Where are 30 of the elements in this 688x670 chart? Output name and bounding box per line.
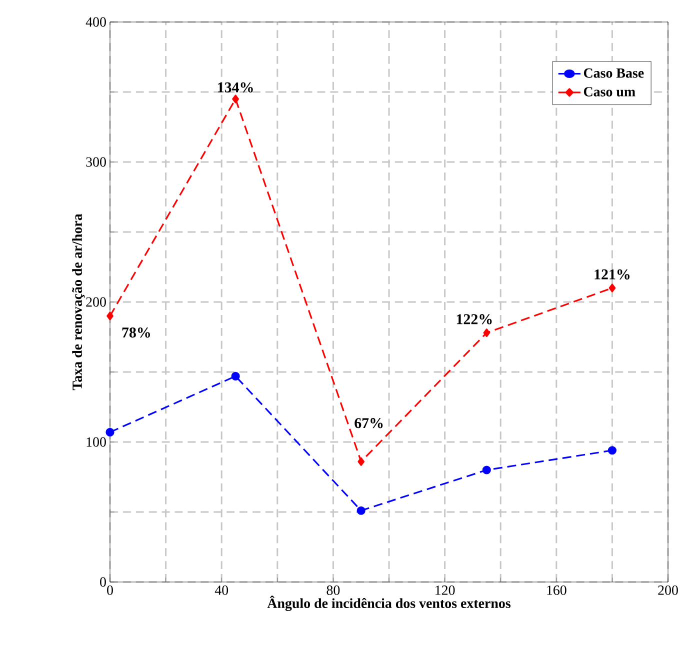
x-tick-label: 0 [107,586,113,595]
y-tick-label: 0 [100,577,106,587]
point [232,94,239,104]
y-tick-label: 200 [86,297,106,307]
annotation: 78% [122,327,150,338]
y-axis-title: Taxa de renovação de ar/hora [72,214,85,390]
x-tick-label: 40 [214,586,228,595]
y-tick-label: 100 [86,437,106,447]
point [482,466,491,474]
x-tick-label: 80 [326,586,340,595]
annotation: 121% [594,269,630,280]
point [608,284,616,292]
x-axis-title: Ângulo de incidência dos ventos externos [267,596,511,611]
point [231,372,240,380]
x-tick-label: 200 [658,586,678,595]
point [356,506,366,515]
y-tick-label: 300 [86,157,106,167]
point [106,428,114,436]
legend-label: Caso Base [584,68,644,78]
legend-label: Caso um [584,87,636,96]
point [358,457,365,466]
x-tick-label: 160 [547,586,566,595]
point [483,328,490,338]
x-tick-label: 120 [436,586,455,595]
point [106,312,114,320]
point [608,446,616,455]
y-tick-label: 400 [86,17,106,27]
annotation: 134% [218,82,253,92]
annotation: 67% [354,418,383,428]
annotation: 122% [456,314,492,324]
